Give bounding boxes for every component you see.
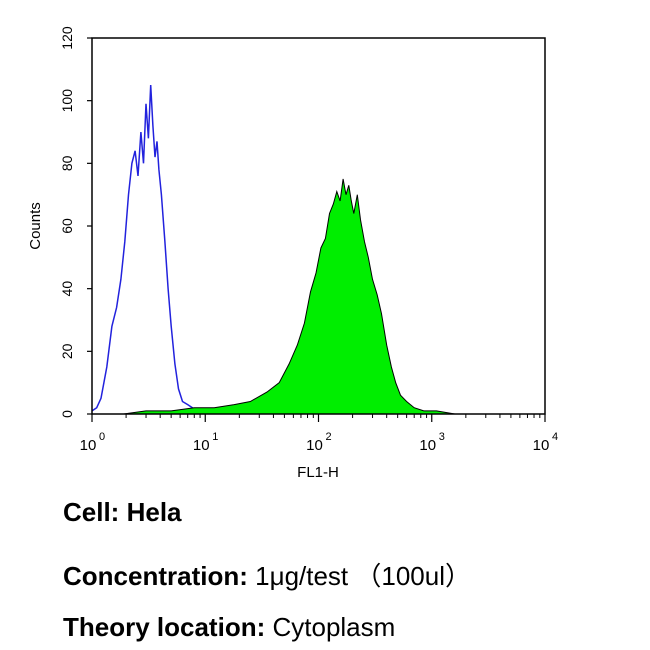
x-tick-label: 10 [533,437,550,454]
location-info-line: Theory location: Cytoplasm [63,612,395,643]
histogram-series-1-outline [91,84,204,415]
y-tick-label: 20 [59,343,75,359]
x-axis-label: FL1-H [297,464,339,481]
y-tick-label: 100 [59,89,75,113]
cell-info-line: Cell: Hela [63,497,182,528]
cell-value: Hela [126,497,182,527]
y-tick-label: 120 [59,26,75,50]
x-tick-exponent: 0 [99,431,105,443]
cell-label: Cell: [63,497,120,527]
x-tick-label: 10 [306,437,323,454]
concentration-label: Concentration: [63,561,248,591]
x-tick-label: 10 [193,437,210,454]
x-tick-exponent: 1 [212,431,218,443]
x-tick-exponent: 4 [552,431,558,443]
y-tick-label: 40 [59,281,75,297]
location-value: Cytoplasm [272,612,396,642]
y-tick-label: 80 [59,155,75,171]
histogram-series-2-filled [123,178,455,415]
x-axis-ticks: 10 0 10 1 10 2 10 3 10 4 [80,414,558,454]
x-tick-label: 10 [80,437,97,454]
plot-frame [91,37,546,415]
concentration-info-line: Concentration: 1μg/test （100ul） [63,556,471,593]
concentration-value: 1μg/test （100ul） [255,561,471,591]
y-tick-label: 60 [59,218,75,234]
y-axis-ticks: 0 20 40 60 80 100 120 [59,26,92,418]
x-tick-exponent: 3 [439,431,445,443]
y-tick-label: 0 [59,410,75,418]
y-axis-label: Counts [27,202,44,250]
location-label: Theory location: [63,612,266,642]
x-tick-exponent: 2 [325,431,331,443]
histogram-series [91,84,455,415]
x-tick-label: 10 [419,437,436,454]
